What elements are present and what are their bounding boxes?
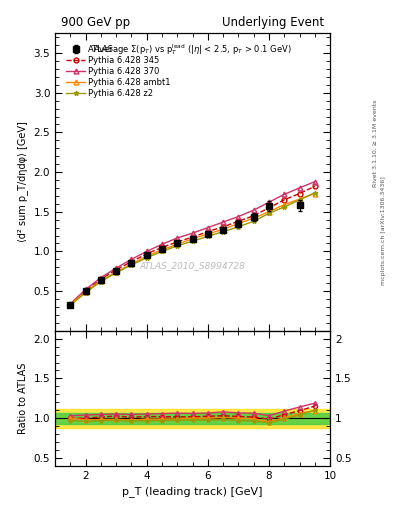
Pythia 6.428 370 bbox=[83, 286, 88, 292]
Pythia 6.428 ambt1 bbox=[175, 241, 180, 247]
Pythia 6.428 ambt1 bbox=[252, 215, 256, 221]
Text: Underlying Event: Underlying Event bbox=[222, 16, 325, 29]
Text: mcplots.cern.ch [arXiv:1306.3436]: mcplots.cern.ch [arXiv:1306.3436] bbox=[381, 176, 386, 285]
Pythia 6.428 ambt1 bbox=[144, 253, 149, 259]
Line: Pythia 6.428 z2: Pythia 6.428 z2 bbox=[68, 190, 317, 308]
Pythia 6.428 ambt1 bbox=[282, 202, 286, 208]
Line: Pythia 6.428 345: Pythia 6.428 345 bbox=[68, 184, 317, 307]
X-axis label: p_T (leading track) [GeV]: p_T (leading track) [GeV] bbox=[122, 486, 263, 497]
Pythia 6.428 345 bbox=[175, 239, 180, 245]
Pythia 6.428 370 bbox=[144, 248, 149, 254]
Pythia 6.428 z2 bbox=[266, 210, 271, 217]
Y-axis label: ⟨d² sum p_T/dηdφ⟩ [GeV]: ⟨d² sum p_T/dηdφ⟩ [GeV] bbox=[17, 121, 28, 243]
Pythia 6.428 ambt1 bbox=[297, 196, 302, 202]
Pythia 6.428 345 bbox=[221, 224, 226, 230]
Pythia 6.428 345 bbox=[190, 234, 195, 240]
Text: ATLAS_2010_S8994728: ATLAS_2010_S8994728 bbox=[140, 261, 246, 270]
Pythia 6.428 370 bbox=[221, 219, 226, 225]
Pythia 6.428 ambt1 bbox=[99, 278, 103, 284]
Pythia 6.428 z2 bbox=[221, 228, 226, 234]
Line: Pythia 6.428 370: Pythia 6.428 370 bbox=[68, 179, 317, 306]
Pythia 6.428 z2 bbox=[236, 224, 241, 230]
Line: Pythia 6.428 ambt1: Pythia 6.428 ambt1 bbox=[68, 191, 317, 307]
Pythia 6.428 345 bbox=[99, 276, 103, 282]
Pythia 6.428 z2 bbox=[144, 254, 149, 261]
Pythia 6.428 345 bbox=[252, 212, 256, 219]
Pythia 6.428 345 bbox=[83, 288, 88, 294]
Pythia 6.428 370 bbox=[206, 225, 210, 231]
Pythia 6.428 345 bbox=[236, 218, 241, 224]
Pythia 6.428 345 bbox=[312, 183, 317, 189]
Text: 900 GeV pp: 900 GeV pp bbox=[61, 16, 130, 29]
Pythia 6.428 ambt1 bbox=[206, 231, 210, 237]
Pythia 6.428 ambt1 bbox=[190, 236, 195, 242]
Pythia 6.428 345 bbox=[206, 228, 210, 234]
Pythia 6.428 370 bbox=[282, 191, 286, 197]
Pythia 6.428 370 bbox=[190, 230, 195, 236]
Pythia 6.428 ambt1 bbox=[160, 247, 164, 253]
Pythia 6.428 z2 bbox=[297, 197, 302, 203]
Pythia 6.428 z2 bbox=[175, 243, 180, 249]
Pythia 6.428 370 bbox=[312, 179, 317, 185]
Pythia 6.428 ambt1 bbox=[114, 269, 119, 275]
Pythia 6.428 z2 bbox=[206, 233, 210, 240]
Pythia 6.428 ambt1 bbox=[221, 226, 226, 232]
Pythia 6.428 345 bbox=[114, 267, 119, 273]
Pythia 6.428 370 bbox=[175, 235, 180, 241]
Pythia 6.428 345 bbox=[282, 197, 286, 203]
Pythia 6.428 z2 bbox=[83, 290, 88, 296]
Pythia 6.428 z2 bbox=[160, 248, 164, 254]
Pythia 6.428 370 bbox=[99, 274, 103, 281]
Pythia 6.428 z2 bbox=[68, 302, 73, 308]
Text: Average $\Sigma$(p$_T$) vs p$_T^\mathregular{lead}$ (|$\eta$| < 2.5, p$_T$ > 0.1: Average $\Sigma$(p$_T$) vs p$_T^\mathreg… bbox=[93, 42, 292, 57]
Text: Rivet 3.1.10, ≥ 3.1M events: Rivet 3.1.10, ≥ 3.1M events bbox=[373, 100, 378, 187]
Pythia 6.428 z2 bbox=[114, 270, 119, 276]
Pythia 6.428 370 bbox=[266, 199, 271, 205]
Pythia 6.428 ambt1 bbox=[236, 221, 241, 227]
Bar bbox=[55, 413, 330, 424]
Pythia 6.428 345 bbox=[297, 190, 302, 197]
Pythia 6.428 z2 bbox=[99, 279, 103, 285]
Pythia 6.428 z2 bbox=[190, 238, 195, 244]
Pythia 6.428 345 bbox=[144, 251, 149, 257]
Pythia 6.428 370 bbox=[114, 265, 119, 271]
Y-axis label: Ratio to ATLAS: Ratio to ATLAS bbox=[18, 362, 28, 434]
Pythia 6.428 370 bbox=[236, 214, 241, 220]
Pythia 6.428 370 bbox=[129, 257, 134, 263]
Pythia 6.428 ambt1 bbox=[266, 209, 271, 215]
Pythia 6.428 z2 bbox=[312, 189, 317, 196]
Pythia 6.428 ambt1 bbox=[312, 190, 317, 197]
Pythia 6.428 370 bbox=[68, 301, 73, 307]
Pythia 6.428 345 bbox=[68, 302, 73, 308]
Pythia 6.428 345 bbox=[160, 244, 164, 250]
Pythia 6.428 345 bbox=[129, 259, 134, 265]
Pythia 6.428 ambt1 bbox=[129, 261, 134, 267]
Bar bbox=[55, 409, 330, 428]
Pythia 6.428 370 bbox=[252, 207, 256, 213]
Pythia 6.428 ambt1 bbox=[68, 302, 73, 308]
Pythia 6.428 370 bbox=[297, 185, 302, 191]
Pythia 6.428 z2 bbox=[282, 204, 286, 210]
Pythia 6.428 z2 bbox=[252, 218, 256, 224]
Pythia 6.428 z2 bbox=[129, 262, 134, 268]
Legend: ATLAS, Pythia 6.428 345, Pythia 6.428 370, Pythia 6.428 ambt1, Pythia 6.428 z2: ATLAS, Pythia 6.428 345, Pythia 6.428 37… bbox=[65, 44, 172, 100]
Pythia 6.428 370 bbox=[160, 241, 164, 247]
Pythia 6.428 345 bbox=[266, 205, 271, 211]
Pythia 6.428 ambt1 bbox=[83, 289, 88, 295]
